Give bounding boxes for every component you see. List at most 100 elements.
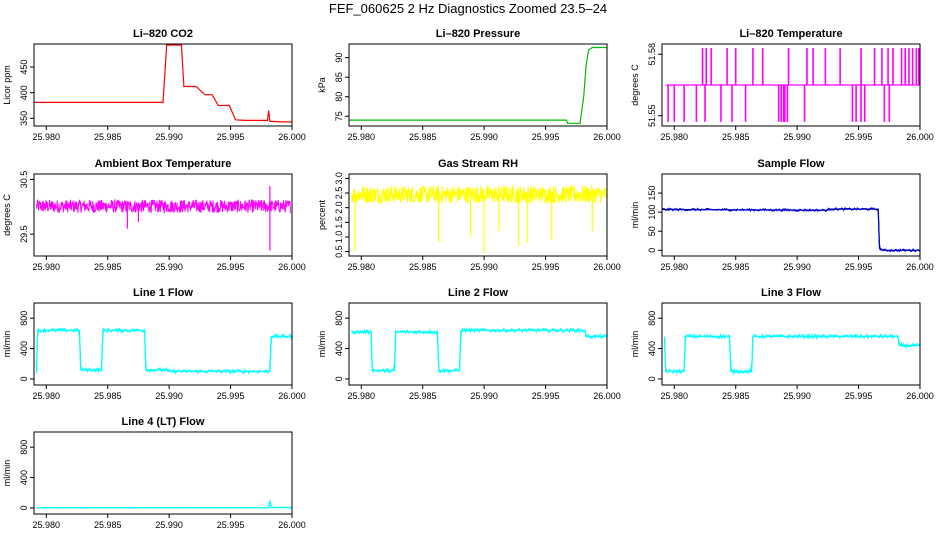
y-tick-label: 75 <box>334 111 344 121</box>
x-tick-label: 25.995 <box>217 262 245 272</box>
series-steps <box>663 335 920 372</box>
chart-title: Li–820 CO2 <box>133 28 193 40</box>
x-tick-label: 25.985 <box>94 520 122 530</box>
x-tick-label: 25.995 <box>532 391 560 401</box>
x-tick-label: 25.980 <box>33 132 61 142</box>
x-tick-label: 25.990 <box>155 520 183 530</box>
y-tick-label: 150 <box>647 186 657 201</box>
series-line-1 <box>663 332 920 376</box>
chart-panel-1: Li–820 CO2 Licor ppm 25.980 25.985 25.990 25.… <box>2 28 306 142</box>
chart-panel-9: Line 3 Flow ml/min 25.980 25.985 25.990 25.99… <box>630 287 934 401</box>
x-tick-label: 25.990 <box>155 132 183 142</box>
x-tick-label: 25.990 <box>155 391 183 401</box>
chart-panel-4: Ambient Box Temperature degrees C 25.980 25… <box>2 158 306 272</box>
chart-panel-7: Line 1 Flow ml/min 25.980 25.985 25.990 25.99… <box>2 287 306 401</box>
y-axis-label: degrees C <box>2 194 12 236</box>
x-tick-label: 25.985 <box>94 391 122 401</box>
series-steps <box>35 329 292 372</box>
y-tick-label: 800 <box>19 311 29 326</box>
x-tick-label: 25.985 <box>722 391 750 401</box>
x-tick-label: 25.980 <box>661 132 689 142</box>
plot-area <box>35 326 292 375</box>
plot-area <box>36 500 292 509</box>
y-tick-label: 1.5 <box>334 216 344 229</box>
plot-frame <box>348 173 608 257</box>
y-axis-label: degrees C <box>630 64 640 106</box>
chart-panel-10: Line 4 (LT) Flow ml/min 25.980 25.985 25.990… <box>2 416 306 530</box>
chart-title: Line 3 Flow <box>761 287 821 299</box>
chart-title: Li–820 Pressure <box>436 28 520 40</box>
chart-title: Li–820 Temperature <box>739 28 842 40</box>
x-tick-label: 26.000 <box>593 262 621 272</box>
plot-area <box>662 207 920 253</box>
plot-area <box>351 326 607 374</box>
y-axis-label: percent <box>317 199 327 230</box>
y-tick-label: 90 <box>334 53 344 63</box>
chart-title: Gas Stream RH <box>438 158 518 170</box>
series-line-1 <box>34 44 292 123</box>
x-tick-label: 26.000 <box>278 391 306 401</box>
chart-panel-6: Sample Flow ml/min 25.980 25.985 25.990 25.99… <box>630 158 934 272</box>
chart-panel-2: Li–820 Pressure kPa 25.980 25.985 25.990 25.9… <box>317 28 621 142</box>
plot-area <box>34 44 292 123</box>
plot-frame <box>661 173 921 257</box>
y-tick-label: 51.55 <box>647 104 657 127</box>
x-tick-label: 26.000 <box>906 391 934 401</box>
chart-title: Line 1 Flow <box>133 287 193 299</box>
x-tick-label: 25.980 <box>348 262 376 272</box>
y-tick-label: 400 <box>19 341 29 356</box>
plot-frame <box>661 302 921 386</box>
y-tick-label: 30.5 <box>19 171 29 189</box>
x-tick-label: 25.980 <box>348 132 376 142</box>
page-title: FEF_060625 2 Hz Diagnostics Zoomed 23.5–… <box>328 1 608 16</box>
x-tick-label: 25.980 <box>661 391 689 401</box>
y-tick-label: 85 <box>334 72 344 82</box>
chart-title: Line 2 Flow <box>448 287 508 299</box>
x-tick-label: 26.000 <box>906 262 934 272</box>
x-tick-label: 25.990 <box>783 391 811 401</box>
plot-area <box>351 184 607 254</box>
plot-area <box>349 46 607 124</box>
x-tick-label: 26.000 <box>278 520 306 530</box>
plot-frame <box>33 173 293 257</box>
x-tick-label: 25.980 <box>33 262 61 272</box>
series-steps <box>662 208 920 251</box>
y-tick-label: 0 <box>647 248 657 253</box>
plot-area <box>36 186 291 251</box>
y-tick-label: 0 <box>647 376 657 381</box>
series-noise <box>351 184 607 205</box>
x-tick-label: 25.985 <box>722 262 750 272</box>
y-axis-label: ml/min <box>630 202 640 229</box>
series-steps <box>351 329 607 372</box>
x-tick-label: 25.990 <box>470 132 498 142</box>
x-tick-label: 25.980 <box>348 391 376 401</box>
y-axis-label: Licor ppm <box>2 65 12 105</box>
chart-panel-8: Line 2 Flow ml/min 25.980 25.985 25.990 25.99… <box>317 287 621 401</box>
x-tick-label: 26.000 <box>906 132 934 142</box>
plot-frame <box>33 43 293 127</box>
y-tick-label: 400 <box>647 341 657 356</box>
series-steps <box>36 500 292 509</box>
plot-frame <box>348 43 608 127</box>
y-tick-label: 400 <box>19 470 29 485</box>
series-line-1 <box>349 46 607 124</box>
y-tick-label: 0 <box>19 505 29 510</box>
y-tick-label: 800 <box>19 440 29 455</box>
x-tick-label: 25.985 <box>409 262 437 272</box>
y-tick-label: 50 <box>647 226 657 236</box>
y-tick-label: 0.5 <box>334 245 344 258</box>
x-tick-label: 25.985 <box>409 132 437 142</box>
y-tick-label: 0 <box>334 376 344 381</box>
x-tick-label: 25.990 <box>155 262 183 272</box>
y-tick-label: 2.0 <box>334 201 344 214</box>
y-axis-label: ml/min <box>630 331 640 358</box>
series-line-1 <box>36 502 292 509</box>
y-tick-label: 0 <box>19 376 29 381</box>
x-tick-label: 26.000 <box>593 391 621 401</box>
y-tick-label: 2.5 <box>334 187 344 200</box>
chart-panel-5: Gas Stream RH percent 25.980 25.985 25.990 25… <box>317 158 621 272</box>
y-tick-label: 100 <box>647 205 657 220</box>
y-axis-label: kPa <box>317 77 327 93</box>
x-tick-label: 26.000 <box>593 132 621 142</box>
y-tick-label: 800 <box>334 311 344 326</box>
